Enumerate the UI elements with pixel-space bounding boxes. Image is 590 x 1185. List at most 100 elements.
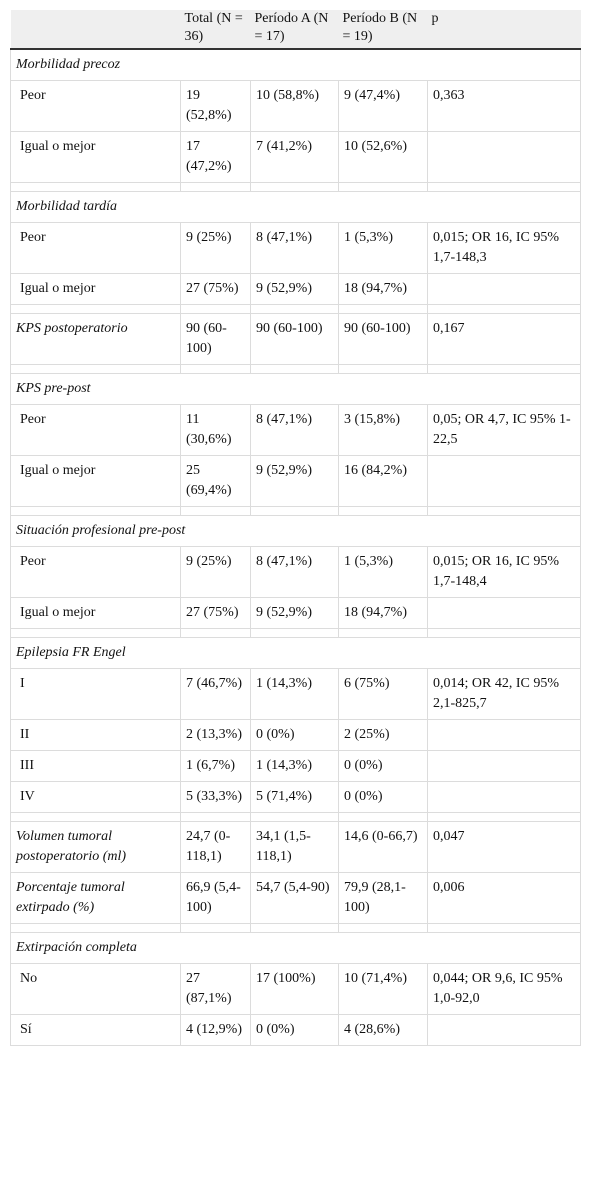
- cell: 0,167: [427, 313, 581, 365]
- data-row: KPS postoperatorio 90 (60-100) 90 (60-100)…: [10, 313, 581, 365]
- data-row: Igual o mejor 25 (69,4%) 9 (52,9%) 16 (84,2…: [10, 455, 581, 507]
- header-cell: Período B (N = 19): [338, 10, 428, 50]
- section-heading: Morbilidad precoz: [10, 48, 581, 81]
- section-heading: Epilepsia FR Engel: [10, 637, 581, 669]
- row-label: IV: [10, 781, 181, 813]
- spacer-row: [10, 506, 581, 516]
- spacer-cell: [10, 182, 181, 192]
- cell: 10 (52,6%): [338, 131, 428, 183]
- cell: 0 (0%): [250, 719, 339, 751]
- spacer-cell: [427, 923, 581, 933]
- cell: 11 (30,6%): [180, 404, 251, 456]
- empty-cell: [427, 273, 581, 305]
- spacer-row: [10, 923, 581, 933]
- row-label: Sí: [10, 1014, 181, 1046]
- row-label: Igual o mejor: [10, 273, 181, 305]
- spacer-cell: [250, 506, 339, 516]
- spacer-cell: [338, 812, 428, 822]
- spacer-cell: [10, 364, 181, 374]
- cell: 10 (71,4%): [338, 963, 428, 1015]
- data-row: Peor 19 (52,8%) 10 (58,8%) 9 (47,4%) 0,363: [10, 80, 581, 132]
- spacer-cell: [250, 628, 339, 638]
- row-label: II: [10, 719, 181, 751]
- cell: 4 (12,9%): [180, 1014, 251, 1046]
- row-label: III: [10, 750, 181, 782]
- section-heading: Morbilidad tardía: [10, 191, 581, 223]
- empty-cell: [427, 1014, 581, 1046]
- section-row: Extirpación completa: [10, 932, 581, 964]
- cell: 66,9 (5,4-100): [180, 872, 251, 924]
- cell: 0,015; OR 16, IC 95% 1,7-148,3: [427, 222, 581, 274]
- row-label: Peor: [10, 222, 181, 274]
- spacer-cell: [427, 304, 581, 314]
- table-body: Morbilidad precoz Peor 19 (52,8%) 10 (58,8%…: [10, 48, 581, 1046]
- cell: 7 (41,2%): [250, 131, 339, 183]
- header-cell: [10, 10, 181, 50]
- cell: 27 (75%): [180, 273, 251, 305]
- spacer-row: [10, 628, 581, 638]
- row-label: KPS postoperatorio: [10, 313, 181, 365]
- spacer-cell: [180, 506, 251, 516]
- cell: 1 (5,3%): [338, 222, 428, 274]
- spacer-cell: [10, 304, 181, 314]
- data-row: Igual o mejor 17 (47,2%) 7 (41,2%) 10 (52,6…: [10, 131, 581, 183]
- cell: 27 (87,1%): [180, 963, 251, 1015]
- spacer-row: [10, 182, 581, 192]
- cell: 2 (25%): [338, 719, 428, 751]
- cell: 5 (33,3%): [180, 781, 251, 813]
- cell: 27 (75%): [180, 597, 251, 629]
- cell: 1 (14,3%): [250, 668, 339, 720]
- spacer-row: [10, 364, 581, 374]
- data-row: IV 5 (33,3%) 5 (71,4%) 0 (0%): [10, 781, 581, 813]
- cell: 9 (25%): [180, 222, 251, 274]
- cell: 14,6 (0-66,7): [338, 821, 428, 873]
- cell: 0,05; OR 4,7, IC 95% 1-22,5: [427, 404, 581, 456]
- section-row: Morbilidad tardía: [10, 191, 581, 223]
- cell: 9 (52,9%): [250, 273, 339, 305]
- cell: 2 (13,3%): [180, 719, 251, 751]
- cell: 1 (6,7%): [180, 750, 251, 782]
- data-row: Igual o mejor 27 (75%) 9 (52,9%) 18 (94,7%): [10, 597, 581, 629]
- section-row: Situación profesional pre-post: [10, 515, 581, 547]
- cell: 34,1 (1,5-118,1): [250, 821, 339, 873]
- spacer-cell: [427, 506, 581, 516]
- section-heading: KPS pre-post: [10, 373, 581, 405]
- section-heading: Extirpación completa: [10, 932, 581, 964]
- data-row: Volumen tumoral postoperatorio (ml) 24,7 …: [10, 821, 581, 873]
- cell: 1 (14,3%): [250, 750, 339, 782]
- cell: 16 (84,2%): [338, 455, 428, 507]
- spacer-cell: [338, 506, 428, 516]
- spacer-cell: [250, 812, 339, 822]
- row-label: Igual o mejor: [10, 131, 181, 183]
- row-label: I: [10, 668, 181, 720]
- cell: 18 (94,7%): [338, 273, 428, 305]
- cell: 0 (0%): [338, 750, 428, 782]
- cell: 90 (60-100): [180, 313, 251, 365]
- spacer-cell: [250, 923, 339, 933]
- empty-cell: [427, 719, 581, 751]
- header-cell: p: [427, 10, 581, 50]
- spacer-row: [10, 812, 581, 822]
- cell: 4 (28,6%): [338, 1014, 428, 1046]
- spacer-cell: [10, 628, 181, 638]
- cell: 24,7 (0-118,1): [180, 821, 251, 873]
- spacer-cell: [338, 182, 428, 192]
- cell: 9 (52,9%): [250, 597, 339, 629]
- data-table: Total (N = 36) Período A (N = 17) Período …: [10, 10, 581, 1046]
- cell: 18 (94,7%): [338, 597, 428, 629]
- empty-cell: [427, 131, 581, 183]
- spacer-cell: [338, 628, 428, 638]
- section-row: KPS pre-post: [10, 373, 581, 405]
- cell: 9 (25%): [180, 546, 251, 598]
- spacer-cell: [10, 506, 181, 516]
- cell: 54,7 (5,4-90): [250, 872, 339, 924]
- spacer-cell: [338, 923, 428, 933]
- empty-cell: [427, 455, 581, 507]
- cell: 5 (71,4%): [250, 781, 339, 813]
- table-header: Total (N = 36) Período A (N = 17) Período …: [10, 10, 581, 50]
- cell: 0,047: [427, 821, 581, 873]
- data-row: Peor 9 (25%) 8 (47,1%) 1 (5,3%) 0,015; OR 16…: [10, 546, 581, 598]
- cell: 0,014; OR 42, IC 95% 2,1-825,7: [427, 668, 581, 720]
- row-label: Peor: [10, 80, 181, 132]
